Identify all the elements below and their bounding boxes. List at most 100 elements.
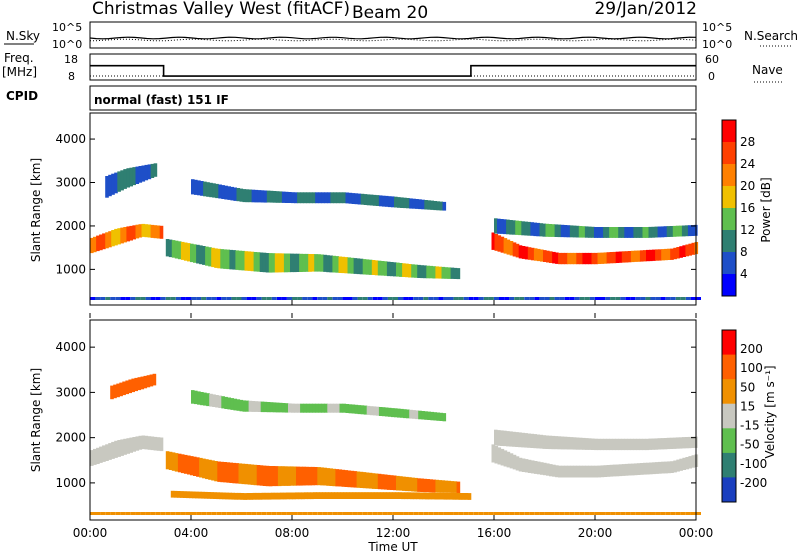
velocity-panel-ground-cell (155, 512, 161, 515)
power-panel-band-4-cell (543, 250, 547, 262)
velocity-panel-band-6-cell (575, 437, 580, 450)
colorbar-swatch (722, 208, 736, 231)
velocity-panel-band-5-cell (530, 460, 535, 474)
power-panel-band-4-cell (649, 249, 653, 262)
velocity-panel-band-2-cell (187, 455, 191, 475)
velocity-colorbar-label: Velocity [m s⁻¹] (763, 365, 777, 458)
velocity-y-axis: 1000 2000 3000 4000 (55, 340, 696, 490)
velocity-panel-band-0-cell (129, 437, 133, 453)
noise-tick-high-left: 10^5 (52, 21, 82, 34)
power-panel-band-2-cell (311, 254, 315, 272)
power-panel-band-4-cell (582, 252, 586, 265)
velocity-panel-ground-cell (362, 512, 368, 515)
power-panel-band-4-cell (491, 232, 496, 250)
power-panel-band-5-cell (527, 221, 531, 236)
power-panel-band-1-cell (138, 166, 143, 183)
velocity-panel-band-4-cell (227, 397, 231, 410)
velocity-panel-band-3-cell (452, 492, 457, 500)
velocity-panel-band-4-cell (354, 404, 359, 414)
velocity-panel-band-3-cell (276, 492, 281, 500)
velocity-panel-ground-cell (549, 512, 555, 515)
velocity-panel-band-4-cell (272, 402, 277, 413)
velocity-panel-band-0-cell (126, 438, 130, 454)
power-panel-ground-cell (100, 297, 106, 300)
colorbar-swatch (722, 403, 736, 429)
velocity-panel-band-2-cell (202, 458, 206, 479)
velocity-panel-ground-cell (473, 512, 479, 515)
velocity-panel-band-4-cell (212, 394, 216, 407)
velocity-panel-band-3-cell (464, 493, 469, 500)
velocity-panel-band-2-cell (350, 470, 355, 488)
power-panel-ground-cell (519, 297, 525, 300)
velocity-ylabel: Slant Range [km] (29, 368, 43, 472)
x-tick-label: 04:00 (174, 526, 209, 540)
power-panel-band-4-cell (552, 251, 556, 264)
velocity-panel-band-4-cell (342, 403, 347, 413)
power-panel-ground-cell (569, 297, 575, 300)
freq-tick-low: 8 (68, 70, 75, 83)
power-panel-band-1-cell (120, 170, 124, 191)
velocity-panel-band-4-cell (263, 401, 268, 413)
velocity-panel-ground-cell (241, 512, 247, 515)
power-panel-band-3-cell (248, 189, 253, 203)
power-panel-band-5-cell (584, 226, 589, 238)
power-panel-ground-cell (650, 297, 656, 300)
power-panel-band-4-cell (530, 247, 535, 261)
power-panel-ground-cell (160, 297, 166, 300)
power-panel-band-2-cell (177, 241, 182, 260)
power-heatmap (90, 163, 701, 300)
power-panel-ground-cell (322, 297, 328, 300)
power-panel-band-5-cell (606, 227, 610, 238)
velocity-panel-band-2-cell (217, 461, 221, 482)
power-panel-band-3-cell (327, 192, 331, 204)
velocity-panel-ground-cell (433, 512, 439, 515)
power-panel-band-2-cell (320, 254, 324, 272)
velocity-panel-band-3-cell (401, 492, 405, 500)
colorbar-swatch (722, 142, 736, 165)
velocity-panel-band-6-cell (494, 429, 498, 446)
power-panel-band-2-cell (356, 258, 361, 275)
velocity-panel-band-3-cell (431, 492, 435, 500)
power-panel-ground-cell (120, 297, 126, 300)
velocity-panel-ground-cell (468, 512, 474, 515)
velocity-panel-band-1-cell (137, 377, 142, 391)
velocity-panel-band-2-cell (432, 479, 436, 493)
velocity-panel-band-3-cell (319, 492, 323, 499)
colorbar-tick-label: 20 (740, 179, 755, 193)
velocity-panel-ground-cell (276, 512, 282, 515)
power-panel-band-5-cell (578, 226, 583, 238)
velocity-panel-ground-cell (322, 512, 328, 515)
velocity-panel-band-6-cell (548, 435, 553, 450)
power-panel-ground-cell (115, 297, 121, 300)
power-panel-band-4-cell (658, 249, 662, 261)
velocity-panel-band-6-cell (497, 430, 501, 446)
velocity-panel-band-2-cell (247, 464, 252, 485)
colorbar-tick-label: 200 (740, 342, 763, 356)
power-panel-band-2-cell (296, 253, 300, 272)
velocity-panel-ground-cell (357, 512, 363, 515)
power-panel-band-0-cell (150, 224, 155, 238)
velocity-panel-band-3-cell (446, 492, 451, 500)
velocity-panel-band-6-cell (554, 436, 559, 450)
velocity-panel-ground-cell (519, 512, 525, 515)
power-panel-band-4-cell (618, 251, 623, 263)
power-panel-band-5-cell (554, 224, 559, 237)
power-panel-band-3-cell (233, 187, 237, 201)
velocity-panel-band-5-cell (667, 461, 671, 474)
velocity-panel-band-6-cell (584, 438, 589, 450)
velocity-panel-ground-cell (403, 512, 409, 515)
velocity-panel-band-5-cell (527, 459, 532, 473)
velocity-panel-band-5-cell (679, 458, 683, 471)
power-panel-ground-cell (266, 297, 272, 300)
power-panel-band-4-cell (503, 238, 508, 254)
power-panel-band-2-cell (393, 262, 397, 277)
power-panel-band-2-cell (190, 243, 194, 263)
power-panel-band-4-cell (685, 244, 689, 257)
velocity-panel-band-5-cell (685, 457, 689, 470)
cpid-panel-frame (89, 85, 697, 111)
velocity-panel-band-3-cell (316, 492, 320, 499)
velocity-panel-band-5-cell (618, 464, 623, 477)
velocity-panel-ground-cell (302, 512, 308, 515)
velocity-panel-ground-cell (660, 512, 666, 515)
power-panel-band-2-cell (326, 255, 330, 273)
